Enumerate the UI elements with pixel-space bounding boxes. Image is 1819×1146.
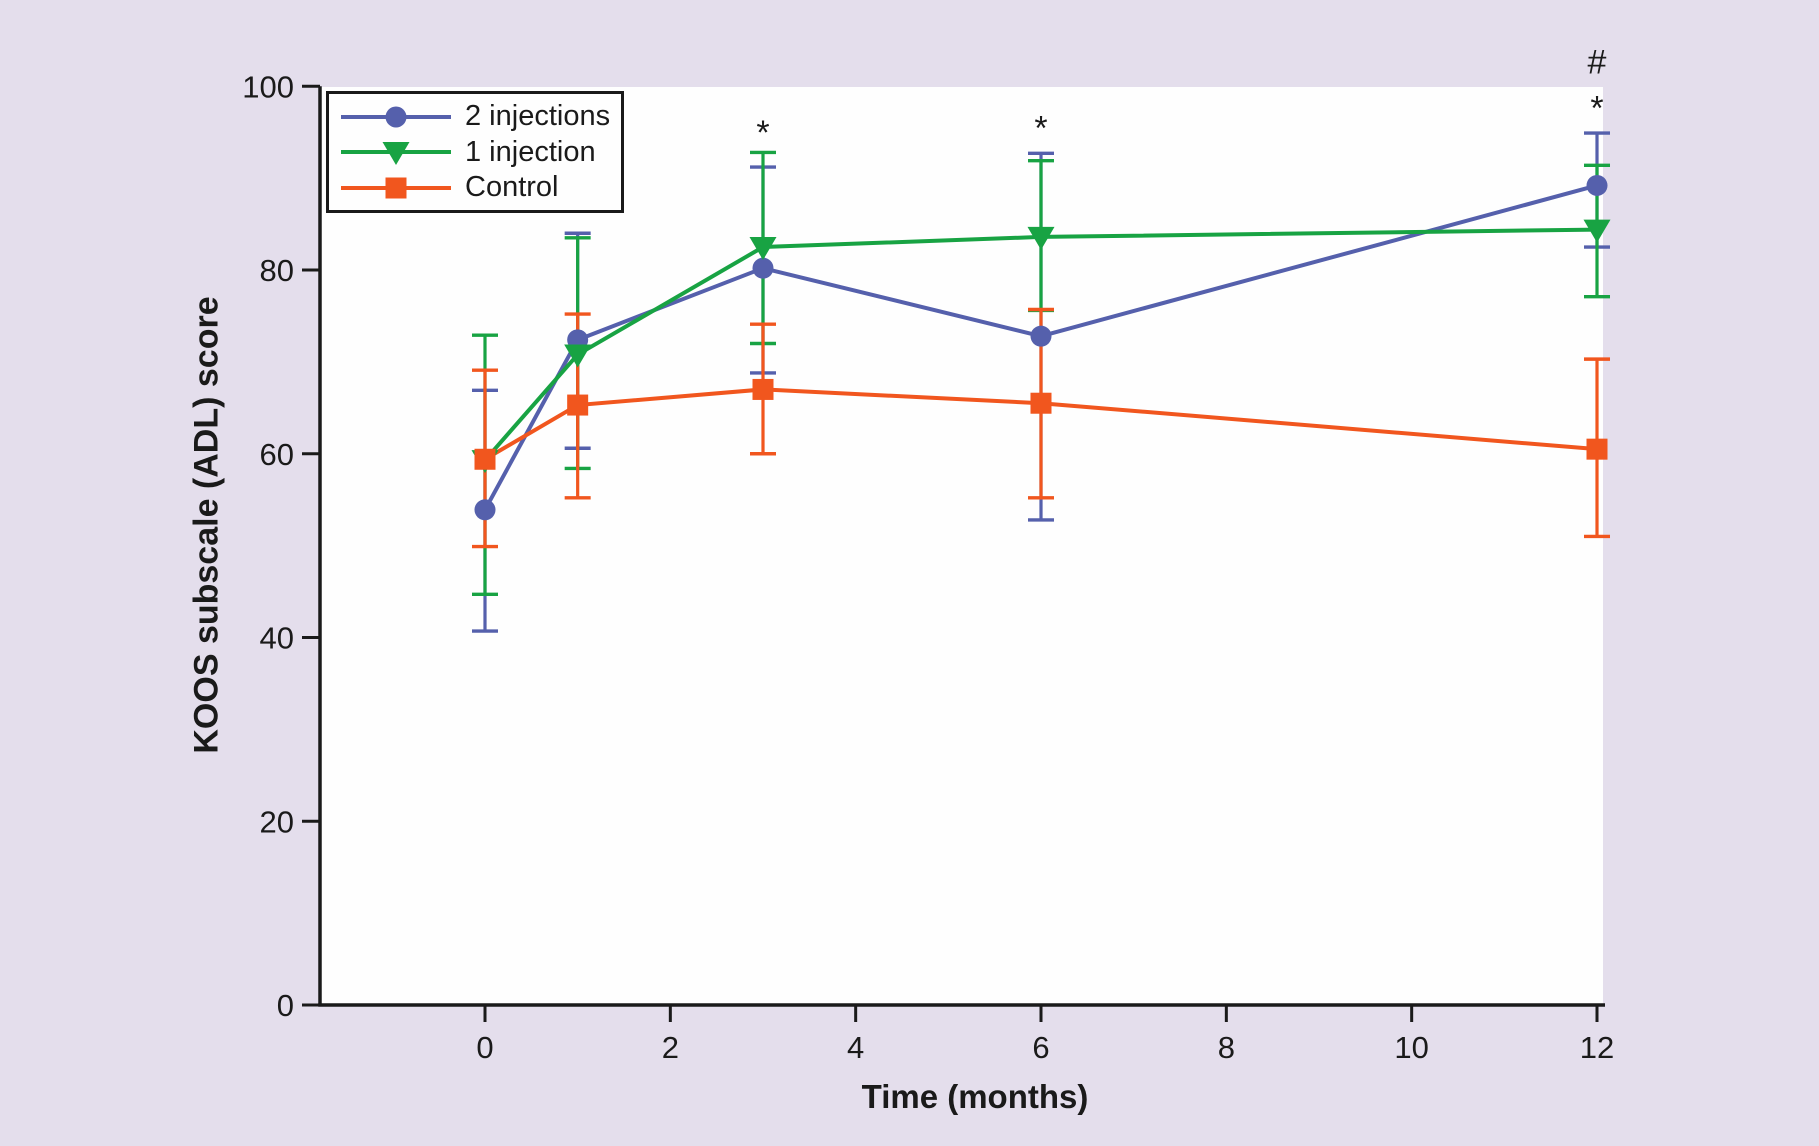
y-tick-label: 80: [260, 253, 294, 288]
y-tick-label: 20: [260, 804, 294, 839]
legend-item-1-injection: 1 injection: [337, 137, 615, 167]
circle-marker: [385, 106, 407, 127]
legend-label: Control: [465, 171, 559, 203]
legend-marker-circle-icon: [341, 106, 451, 127]
x-tick-label: 8: [1218, 1030, 1235, 1065]
legend-item-2-injections: 2 injections: [337, 102, 615, 132]
y-tick-label: 0: [277, 988, 294, 1023]
legend-marker-triangle-icon: [341, 142, 451, 165]
square-marker: [385, 177, 407, 198]
x-tick-label: 12: [1580, 1030, 1614, 1065]
triangle-down-marker: [382, 142, 410, 165]
y-tick-label: 40: [260, 621, 294, 656]
plot-area: [320, 87, 1603, 1005]
y-tick-label: 60: [260, 437, 294, 472]
legend-label: 2 injections: [465, 100, 611, 132]
y-tick-label: 100: [242, 69, 294, 104]
x-tick-label: 0: [476, 1030, 493, 1065]
x-axis-ticks: 0 2 4 6 8 10 12: [476, 1005, 1614, 1065]
y-axis-ticks: 0 20 40 60 80 100: [242, 69, 320, 1023]
x-tick-label: 6: [1032, 1030, 1049, 1065]
annotation-hash: #: [1588, 43, 1607, 81]
x-tick-label: 4: [847, 1030, 864, 1065]
x-tick-label: 10: [1394, 1030, 1428, 1065]
legend-item-control: Control: [337, 173, 615, 203]
legend-marker-square-icon: [341, 177, 451, 198]
x-tick-label: 2: [662, 1030, 679, 1065]
legend: 2 injections 1 injection Control: [326, 91, 624, 213]
y-axis-title: KOOS subscale (ADL) score: [187, 296, 226, 754]
legend-label: 1 injection: [465, 135, 596, 168]
x-axis-title: Time (months): [861, 1078, 1089, 1115]
